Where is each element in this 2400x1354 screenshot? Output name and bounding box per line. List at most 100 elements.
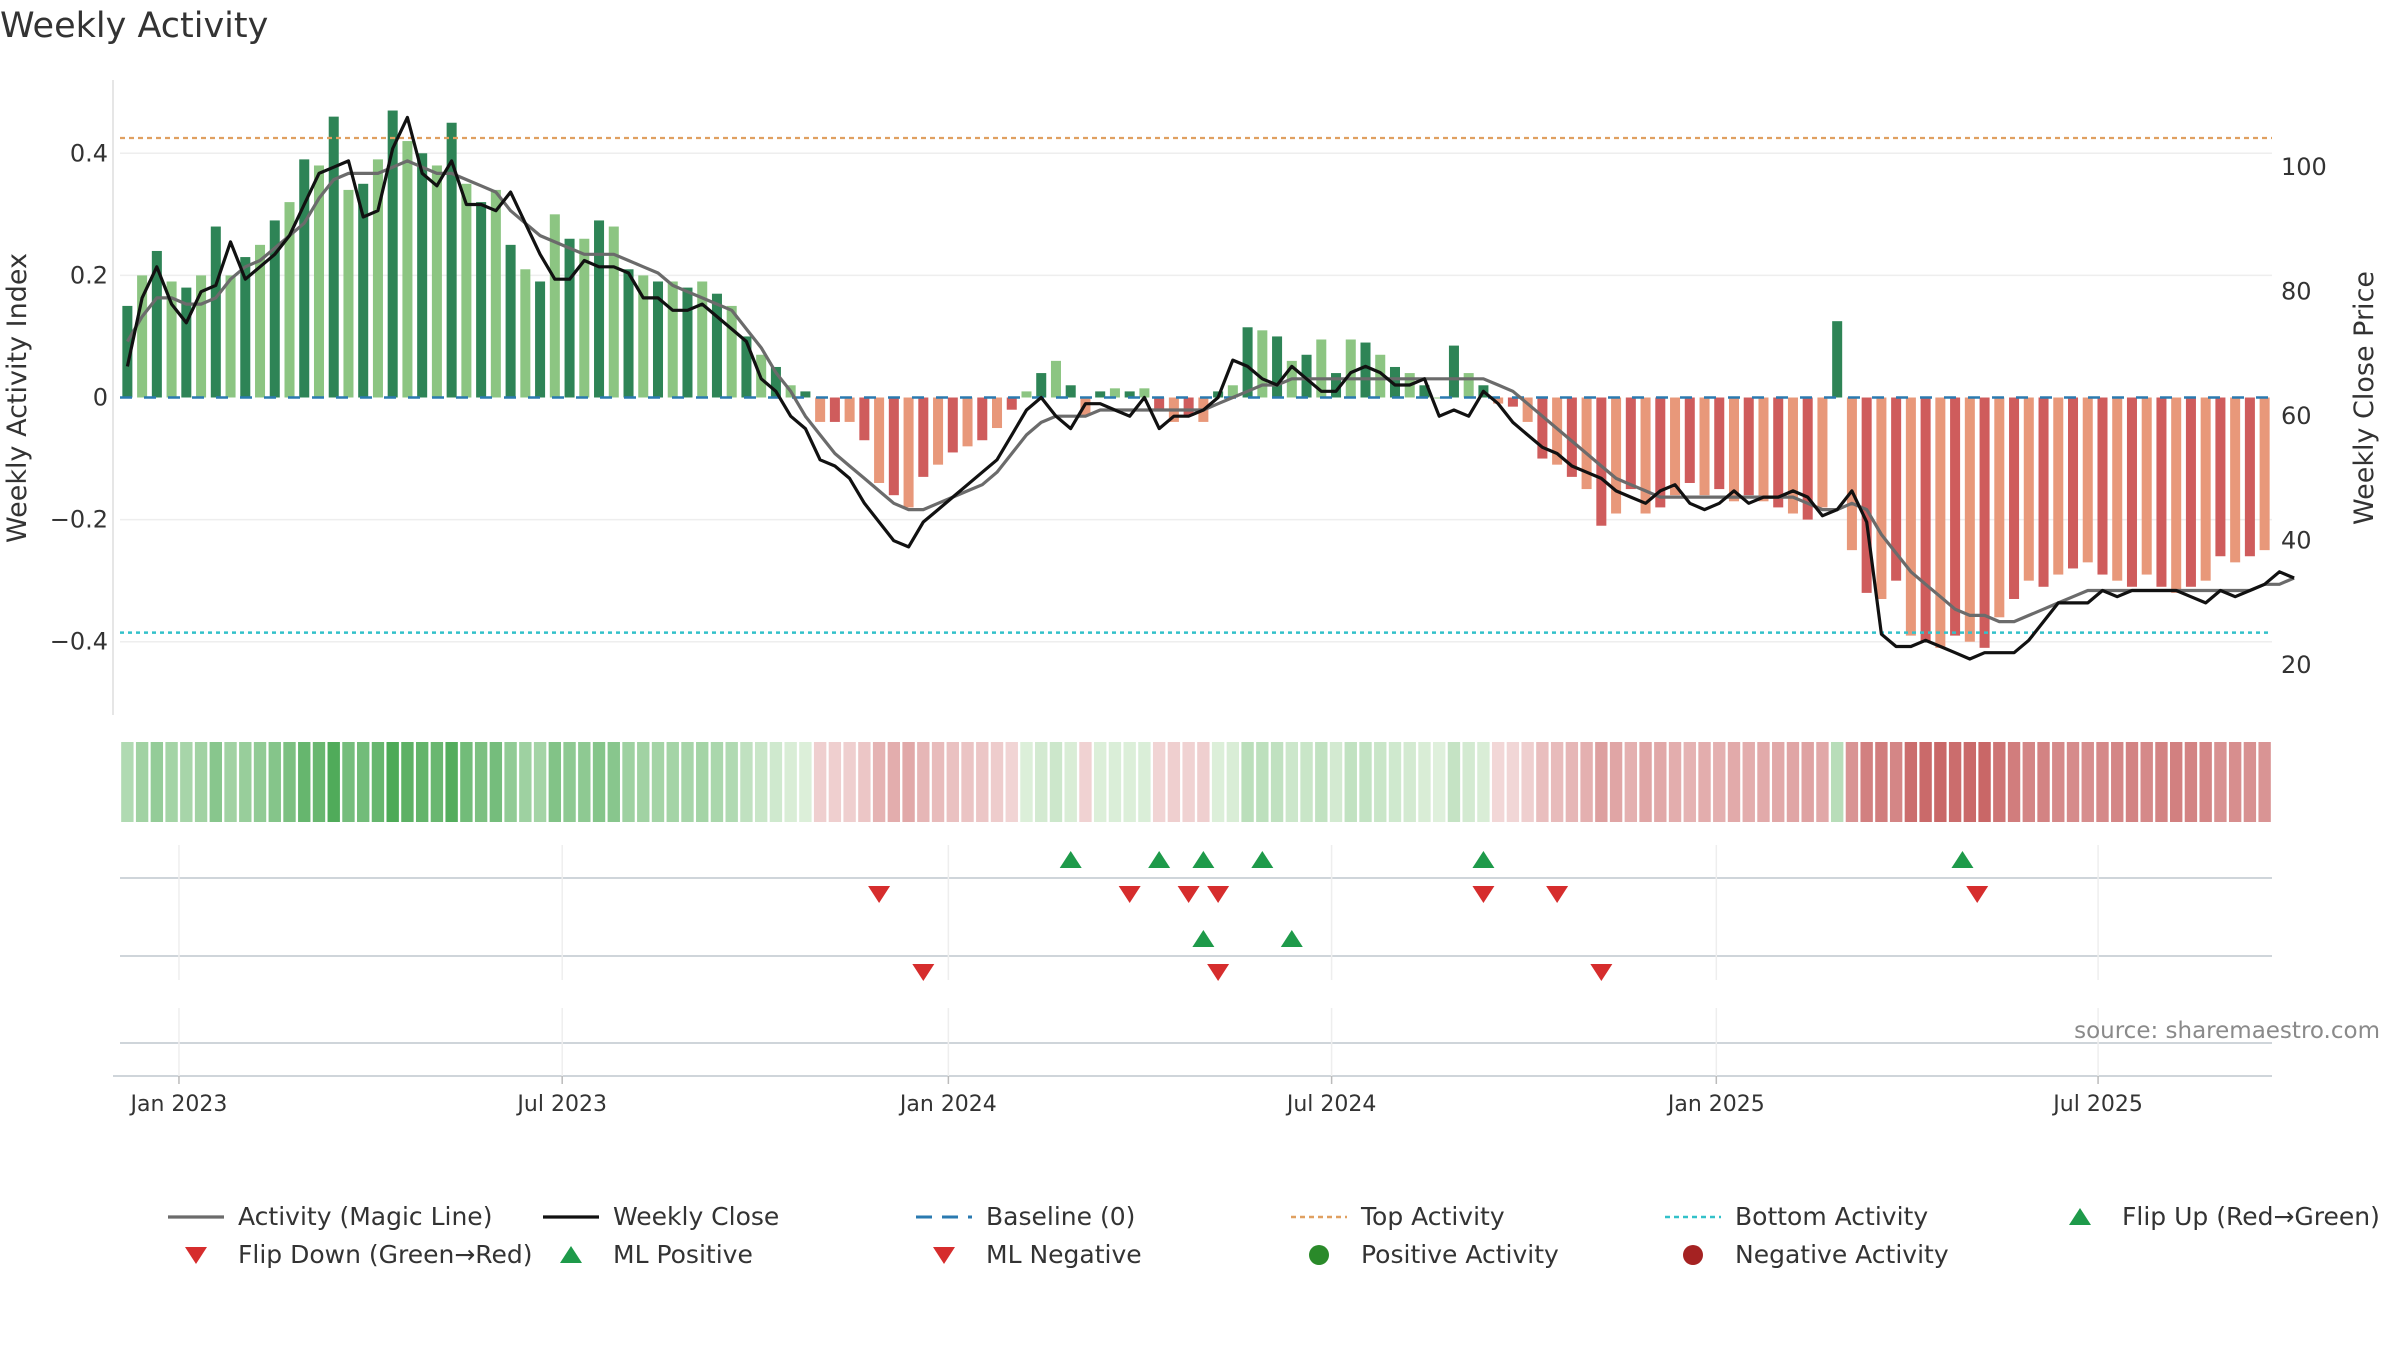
weekly-close-line bbox=[125, 115, 2295, 661]
strip-cell bbox=[401, 742, 414, 822]
strip-cell bbox=[1860, 742, 1873, 822]
activity-bar bbox=[2097, 397, 2108, 575]
strip-cell bbox=[2066, 742, 2080, 822]
strip-cell bbox=[1934, 742, 1947, 822]
x-axis: Jan 2023 Jul 2023 Jan 2024 Jul 2024 Jan 2025… bbox=[129, 1076, 2143, 1117]
x-tick-label: Jan 2023 bbox=[129, 1092, 228, 1117]
strip-cell bbox=[298, 742, 311, 822]
strip-cell bbox=[121, 742, 134, 822]
strip-cell bbox=[1300, 742, 1313, 822]
strip-cell bbox=[1978, 742, 1991, 822]
ml-positive-marker bbox=[1280, 930, 1303, 947]
source-label: source: sharemaestro.com bbox=[2074, 1018, 2380, 1044]
activity-bar bbox=[918, 397, 929, 477]
left-tick-label: −0.4 bbox=[50, 628, 108, 656]
activity-bar bbox=[1050, 360, 1061, 398]
activity-bar bbox=[255, 244, 266, 398]
activity-bar bbox=[1699, 397, 1710, 496]
strip-cell bbox=[2258, 742, 2271, 822]
strip-cell bbox=[209, 742, 222, 822]
activity-bar bbox=[210, 226, 221, 398]
strip-cell bbox=[1329, 742, 1343, 822]
strip-cell bbox=[1462, 742, 1475, 822]
strip-cell bbox=[1698, 742, 1711, 822]
activity-bar bbox=[122, 305, 133, 398]
activity-bar bbox=[1183, 397, 1194, 416]
strip-cell bbox=[1801, 742, 1814, 822]
activity-bar bbox=[1979, 397, 1990, 648]
activity-bar bbox=[1507, 397, 1518, 407]
strip-cell bbox=[1152, 742, 1166, 822]
strip-cell bbox=[887, 742, 901, 822]
activity-bar bbox=[829, 397, 840, 422]
activity-bar bbox=[2126, 397, 2137, 587]
strip-cell bbox=[1830, 742, 1844, 822]
left-tick-label: 0.2 bbox=[70, 261, 108, 289]
activity-bar bbox=[977, 397, 988, 441]
strip-cell bbox=[1020, 742, 1033, 822]
activity-bar bbox=[2259, 397, 2270, 551]
strip-cell bbox=[1094, 742, 1107, 822]
activity-bar bbox=[1109, 388, 1120, 398]
legend-label: ML Negative bbox=[986, 1240, 1142, 1269]
activity-bar bbox=[608, 226, 619, 398]
strip-cell bbox=[651, 742, 665, 822]
activity-bar bbox=[372, 159, 383, 398]
strip-cell bbox=[1491, 742, 1505, 822]
strip-cell bbox=[194, 742, 208, 822]
activity-bar bbox=[1950, 397, 1961, 636]
activity-bar bbox=[652, 281, 664, 398]
strip-cell bbox=[2140, 742, 2153, 822]
activity-bar bbox=[328, 116, 339, 398]
strip-cell bbox=[1536, 742, 1549, 822]
strip-cell bbox=[150, 742, 164, 822]
strip-cell bbox=[666, 742, 679, 822]
strip-cell bbox=[2125, 742, 2139, 822]
activity-bar bbox=[947, 397, 958, 453]
activity-bar bbox=[520, 269, 531, 398]
activity-bar bbox=[1640, 397, 1651, 514]
strip-cell bbox=[1889, 742, 1903, 822]
left-tick-label: −0.2 bbox=[50, 506, 108, 534]
activity-bar bbox=[711, 293, 722, 398]
strip-cell bbox=[533, 742, 547, 822]
activity-bar bbox=[1316, 339, 1327, 398]
activity-bar bbox=[2009, 397, 2020, 599]
activity-bar bbox=[476, 202, 487, 398]
strip-cell bbox=[725, 742, 738, 822]
strip-cell bbox=[1948, 742, 1962, 822]
strip-cell bbox=[1595, 742, 1608, 822]
activity-bar bbox=[284, 202, 295, 398]
strip-cell bbox=[1580, 742, 1593, 822]
flip-up-marker bbox=[1472, 851, 1495, 868]
legend: Activity (Magic Line) Weekly Close Baselin… bbox=[168, 1202, 2380, 1269]
strip-cell bbox=[327, 742, 340, 822]
strip-cell bbox=[769, 742, 783, 822]
activity-bar bbox=[1419, 385, 1430, 398]
activity-bar bbox=[1227, 385, 1238, 398]
activity-bar bbox=[2141, 397, 2152, 575]
flip-up-marker bbox=[1951, 851, 1974, 868]
activity-bar bbox=[1714, 397, 1725, 490]
legend-label: Flip Up (Red→Green) bbox=[2122, 1202, 2380, 1231]
activity-bar bbox=[2156, 397, 2167, 587]
x-tick-label: Jul 2024 bbox=[1285, 1092, 1377, 1117]
strip-cell bbox=[357, 742, 370, 822]
activity-bar bbox=[1817, 397, 1828, 508]
strip-cell bbox=[946, 742, 959, 822]
strip-cell bbox=[2199, 742, 2212, 822]
strip-cell bbox=[696, 742, 709, 822]
strip-cell bbox=[1005, 742, 1018, 822]
strip-cell bbox=[1639, 742, 1652, 822]
activity-bar bbox=[1773, 397, 1784, 508]
activity-bar bbox=[549, 214, 560, 398]
activity-bar bbox=[1846, 397, 1857, 551]
activity-bar bbox=[1861, 397, 1872, 593]
activity-bar bbox=[594, 220, 605, 398]
activity-bar bbox=[446, 122, 457, 398]
activity-bar bbox=[1876, 397, 1887, 599]
strip-cell bbox=[1138, 742, 1151, 822]
strip-cell bbox=[1963, 742, 1977, 822]
strip-cell bbox=[784, 742, 797, 822]
activity-bar bbox=[1463, 373, 1474, 398]
